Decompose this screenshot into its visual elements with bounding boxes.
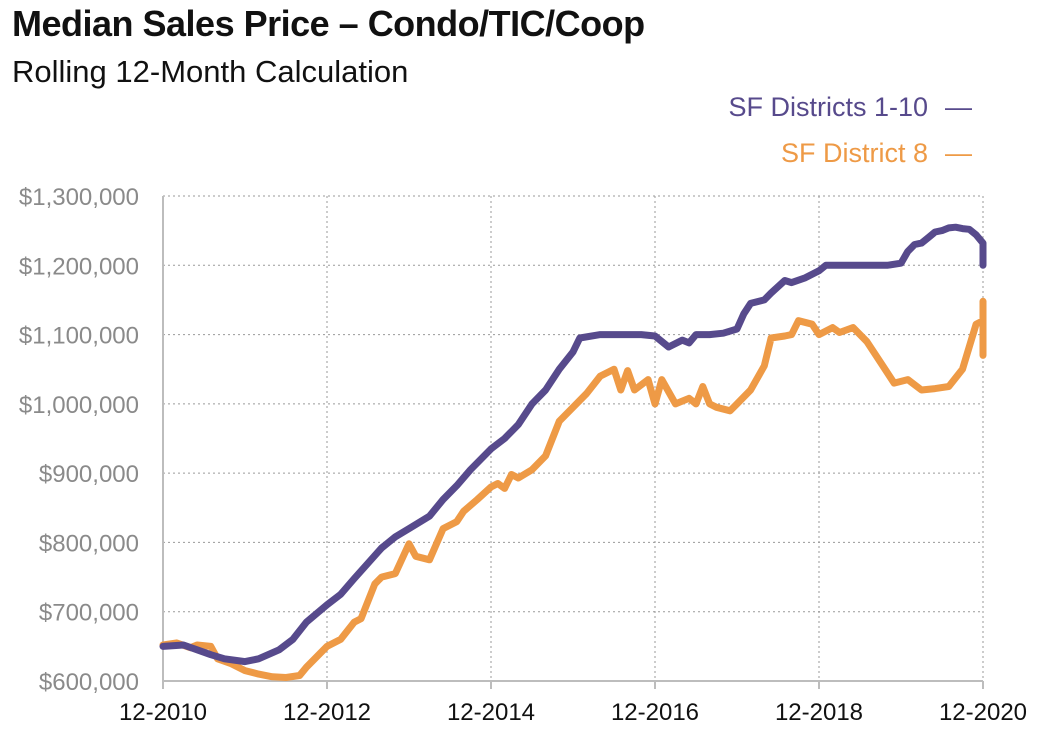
x-tick-label: 12-2010 [119, 699, 207, 726]
legend: SF Districts 1-10 — SF District 8 — [728, 92, 972, 168]
series-line-sf-districts-1-10 [159, 223, 987, 666]
axes [162, 196, 984, 689]
y-tick-label: $900,000 [39, 461, 139, 488]
x-axis-ticks: 12-2010 12-2012 12-2014 12-2016 12-2018 12-20… [119, 699, 1027, 726]
y-tick-label: $1,100,000 [19, 323, 139, 350]
x-tick-label: 12-2018 [775, 699, 863, 726]
y-tick-label: $1,000,000 [19, 392, 139, 419]
series-line-sf-district-8 [159, 297, 987, 681]
y-tick-label: $1,200,000 [19, 253, 139, 280]
y-tick-label: $700,000 [39, 600, 139, 627]
y-tick-label: $1,300,000 [19, 184, 139, 211]
legend-label-sf-districts-1-10: SF Districts 1-10 [728, 92, 928, 122]
y-tick-label: $800,000 [39, 530, 139, 557]
x-tick-label: 12-2020 [939, 699, 1027, 726]
series-layer [159, 223, 987, 681]
chart-title: Median Sales Price – Condo/TIC/Coop [12, 3, 645, 44]
legend-marker-sf-district-8: — [945, 138, 972, 168]
y-axis-ticks: $1,300,000 $1,200,000 $1,100,000 $1,000,000… [19, 184, 139, 696]
y-tick-label: $600,000 [39, 669, 139, 696]
x-tick-label: 12-2016 [611, 699, 699, 726]
legend-marker-sf-districts-1-10: — [945, 92, 972, 122]
x-tick-label: 12-2012 [283, 699, 371, 726]
chart-subtitle: Rolling 12-Month Calculation [12, 54, 408, 89]
legend-label-sf-district-8: SF District 8 [781, 138, 928, 168]
x-tick-label: 12-2014 [447, 699, 535, 726]
